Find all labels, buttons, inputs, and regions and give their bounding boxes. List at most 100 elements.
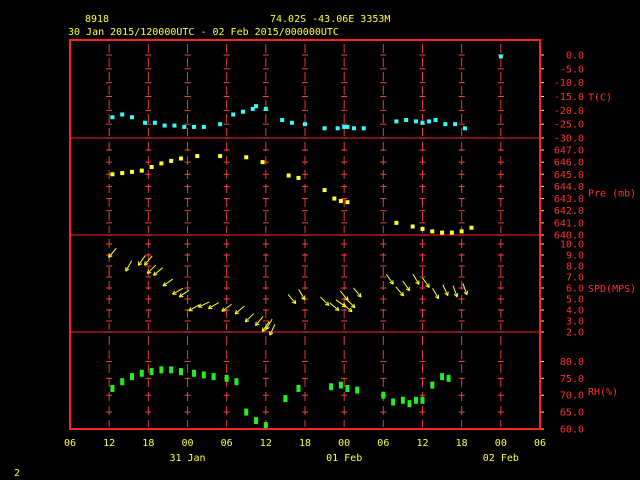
data-point-temperature — [303, 122, 307, 127]
data-point-temperature — [110, 115, 115, 120]
data-point-humidity — [130, 373, 135, 381]
y-tick-label: 8.0 — [566, 262, 584, 273]
wind-arrow — [137, 255, 146, 266]
y-tick-label: 641.0 — [554, 218, 584, 229]
wind-arrow-shaft — [179, 289, 190, 298]
data-point-pressure — [322, 188, 327, 193]
y-tick-label: 7.0 — [566, 273, 584, 284]
data-point-temperature — [172, 123, 177, 128]
wind-arrow-head — [327, 301, 330, 306]
wind-arrow-shaft — [144, 255, 153, 266]
data-point-temperature — [162, 123, 167, 128]
data-point-humidity — [149, 368, 154, 376]
y-tick-label: 65.0 — [560, 408, 584, 419]
wind-arrow-shaft — [244, 313, 255, 323]
data-point-pressure — [286, 173, 291, 178]
wind-arrow-head — [425, 285, 430, 288]
data-point-humidity — [400, 396, 405, 404]
data-point-humidity — [407, 400, 412, 408]
wind-arrow-head — [178, 293, 182, 298]
data-point-temperature — [433, 118, 438, 123]
data-point-temperature — [420, 120, 425, 125]
wind-arrow — [412, 273, 420, 285]
panel-temperature: 0.0 -5.0 -10.0 -15.0 -20.0 -25.0 -30.0 T(C) — [106, 44, 612, 145]
wind-arrow-head — [346, 296, 349, 301]
wind-arrow — [172, 287, 184, 295]
wind-arrow — [234, 305, 245, 315]
data-point-temperature — [263, 106, 268, 111]
wind-arrow-shaft — [269, 324, 276, 336]
data-point-pressure — [420, 226, 425, 231]
panel-label-humidity: RH(%) — [588, 387, 618, 398]
data-point-humidity — [120, 378, 125, 386]
wind-arrow-shaft — [329, 302, 340, 311]
data-point-temperature — [351, 126, 356, 131]
data-point-temperature — [427, 119, 432, 124]
wind-arrow-head — [234, 309, 238, 315]
station-coords: 74.02S -43.06E 3353M — [270, 14, 390, 25]
wind-arrow-head — [353, 303, 356, 308]
wind-arrow-head — [301, 297, 305, 301]
wind-arrow-shaft — [221, 303, 232, 312]
wind-arrow-shaft — [462, 283, 468, 295]
data-point-temperature — [201, 124, 206, 129]
data-point-pressure — [338, 199, 343, 203]
wind-arrow-head — [146, 269, 149, 274]
wind-arrow — [244, 313, 255, 323]
data-point-pressure — [130, 169, 135, 174]
data-point-humidity — [283, 395, 288, 403]
data-point-temperature — [231, 112, 236, 117]
data-point-humidity — [244, 408, 249, 416]
data-point-pressure — [169, 158, 174, 163]
data-point-temperature — [143, 120, 148, 125]
data-point-pressure — [110, 172, 115, 177]
data-point-humidity — [296, 384, 301, 392]
wind-arrow-shaft — [412, 273, 420, 285]
x-date-label: 01 Feb — [326, 453, 362, 464]
wind-arrow — [269, 324, 276, 336]
wind-arrow — [125, 260, 133, 272]
plot-frame — [69, 39, 541, 430]
wind-arrow-shaft — [442, 284, 449, 296]
y-tick-label: -20.0 — [554, 106, 584, 117]
wind-arrow-shaft — [342, 303, 353, 313]
wind-arrow-shaft — [287, 294, 297, 304]
wind-arrow-head — [153, 274, 158, 276]
wind-arrow-head — [434, 296, 439, 300]
y-tick-label: -15.0 — [554, 92, 584, 103]
wind-arrow-shaft — [265, 318, 273, 330]
y-tick-label: 5.0 — [566, 295, 584, 306]
panel-label-wind_speed: SPD(MPS) — [588, 284, 636, 295]
wind-arrow-shaft — [402, 280, 411, 292]
data-point-humidity — [355, 386, 360, 394]
wind-arrow-head — [255, 323, 260, 327]
wind-arrow-shaft — [346, 298, 356, 308]
x-tick-label: 00 — [495, 438, 507, 449]
wind-arrow-shaft — [188, 304, 200, 312]
wind-arrow-shaft — [162, 278, 174, 287]
y-tick-label: 643.0 — [554, 194, 584, 205]
wind-arrow — [432, 288, 440, 300]
data-point-humidity — [224, 374, 229, 382]
wind-arrow-head — [235, 312, 240, 315]
wind-arrow-head — [172, 290, 176, 295]
data-point-temperature — [218, 122, 223, 127]
y-tick-label: 645.0 — [554, 170, 584, 181]
data-point-temperature — [342, 124, 347, 129]
data-point-pressure — [345, 200, 350, 205]
wind-arrow — [143, 255, 153, 266]
x-tick-label: 18 — [299, 438, 311, 449]
wind-arrow-head — [254, 321, 257, 326]
data-point-temperature — [404, 118, 409, 123]
data-point-pressure — [469, 225, 474, 230]
wind-arrow-head — [350, 307, 353, 312]
wind-arrow-shaft — [421, 277, 430, 288]
data-point-temperature — [322, 126, 327, 131]
data-point-temperature — [498, 54, 503, 59]
y-tick-label: 0.0 — [566, 51, 584, 62]
station-id: 8918 — [85, 14, 109, 25]
wind-arrow-head — [359, 292, 362, 298]
wind-arrow-head — [463, 291, 468, 296]
panel-humidity: 80.0 75.0 70.0 65.0 60.0 RH(%) — [106, 336, 618, 436]
